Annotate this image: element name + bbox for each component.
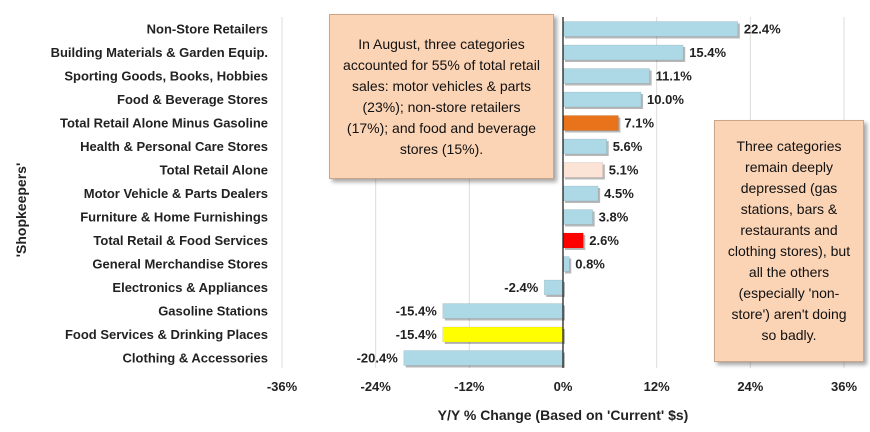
value-label: 11.1% bbox=[656, 69, 693, 84]
category-label: General Merchandise Stores bbox=[92, 257, 268, 272]
bar bbox=[562, 232, 584, 249]
value-label: -15.4% bbox=[396, 327, 438, 342]
bar bbox=[562, 21, 739, 37]
category-label: Gasoline Stations bbox=[158, 304, 268, 319]
annotation-text: In August, three categories accounted fo… bbox=[343, 35, 540, 157]
category-label: Total Retail Alone bbox=[160, 163, 268, 178]
value-label: 3.8% bbox=[599, 210, 629, 225]
annotation-box-depressed-categories: Three categories remain deeply depressed… bbox=[714, 120, 864, 362]
bar bbox=[544, 279, 564, 296]
bar bbox=[562, 91, 642, 108]
x-tick-labels: -36% -24% -12% 0% 12% 24% 36% bbox=[267, 379, 858, 394]
value-label: 5.6% bbox=[613, 139, 643, 154]
value-label: 22.4% bbox=[744, 22, 781, 37]
y-axis-title: 'Shopkeepers' bbox=[13, 163, 29, 258]
bar bbox=[562, 68, 650, 84]
bar bbox=[562, 256, 570, 272]
category-label: Total Retail Alone Minus Gasoline bbox=[60, 116, 268, 131]
bar bbox=[562, 185, 599, 202]
bar bbox=[562, 115, 619, 131]
value-labels: 22.4% 15.4% 11.1% 10.0% 7.1% 5.6% 5.1% 4.5% 3.8%… bbox=[357, 22, 782, 366]
x-tick-label: 36% bbox=[831, 379, 857, 394]
category-label: Total Retail & Food Services bbox=[93, 233, 268, 248]
annotation-text: Three categories remain deeply depressed… bbox=[727, 138, 851, 343]
x-tick-label: -12% bbox=[454, 379, 485, 394]
annotation-box-sales-share: In August, three categories accounted fo… bbox=[329, 14, 554, 179]
value-label: -20.4% bbox=[357, 351, 399, 366]
category-label: Building Materials & Garden Equip. bbox=[51, 45, 268, 60]
category-label: Motor Vehicle & Parts Dealers bbox=[84, 186, 268, 201]
bar bbox=[562, 209, 593, 225]
value-label: 5.1% bbox=[609, 163, 639, 178]
bar bbox=[562, 138, 607, 155]
value-label: 10.0% bbox=[647, 92, 684, 107]
category-label: Clothing & Accessories bbox=[123, 351, 268, 366]
value-label: 2.6% bbox=[589, 233, 619, 248]
category-label: Non-Store Retailers bbox=[147, 22, 268, 37]
category-label: Food Services & Drinking Places bbox=[65, 327, 268, 342]
category-label: Food & Beverage Stores bbox=[117, 92, 268, 107]
bar bbox=[562, 44, 684, 61]
bars bbox=[403, 21, 740, 368]
value-label: 0.8% bbox=[575, 257, 605, 272]
category-labels: Non-Store Retailers Building Materials & … bbox=[51, 22, 268, 366]
bar bbox=[442, 326, 564, 343]
bar bbox=[403, 350, 564, 366]
value-label: -15.4% bbox=[396, 304, 438, 319]
x-tick-label: 12% bbox=[644, 379, 670, 394]
category-label: Electronics & Appliances bbox=[112, 280, 268, 295]
value-label: 7.1% bbox=[624, 116, 654, 131]
x-tick-label: -24% bbox=[360, 379, 391, 394]
bar bbox=[442, 303, 564, 319]
category-label: Furniture & Home Furnishings bbox=[80, 210, 268, 225]
bar bbox=[562, 162, 604, 178]
x-axis-title: Y/Y % Change (Based on 'Current' $s) bbox=[438, 407, 689, 423]
category-label: Sporting Goods, Books, Hobbies bbox=[64, 69, 268, 84]
x-tick-label: 24% bbox=[737, 379, 763, 394]
category-label: Health & Personal Care Stores bbox=[80, 139, 268, 154]
value-label: 4.5% bbox=[604, 186, 634, 201]
value-label: 15.4% bbox=[689, 45, 726, 60]
x-tick-label: 0% bbox=[554, 379, 573, 394]
value-label: -2.4% bbox=[504, 280, 538, 295]
x-tick-label: -36% bbox=[267, 379, 298, 394]
